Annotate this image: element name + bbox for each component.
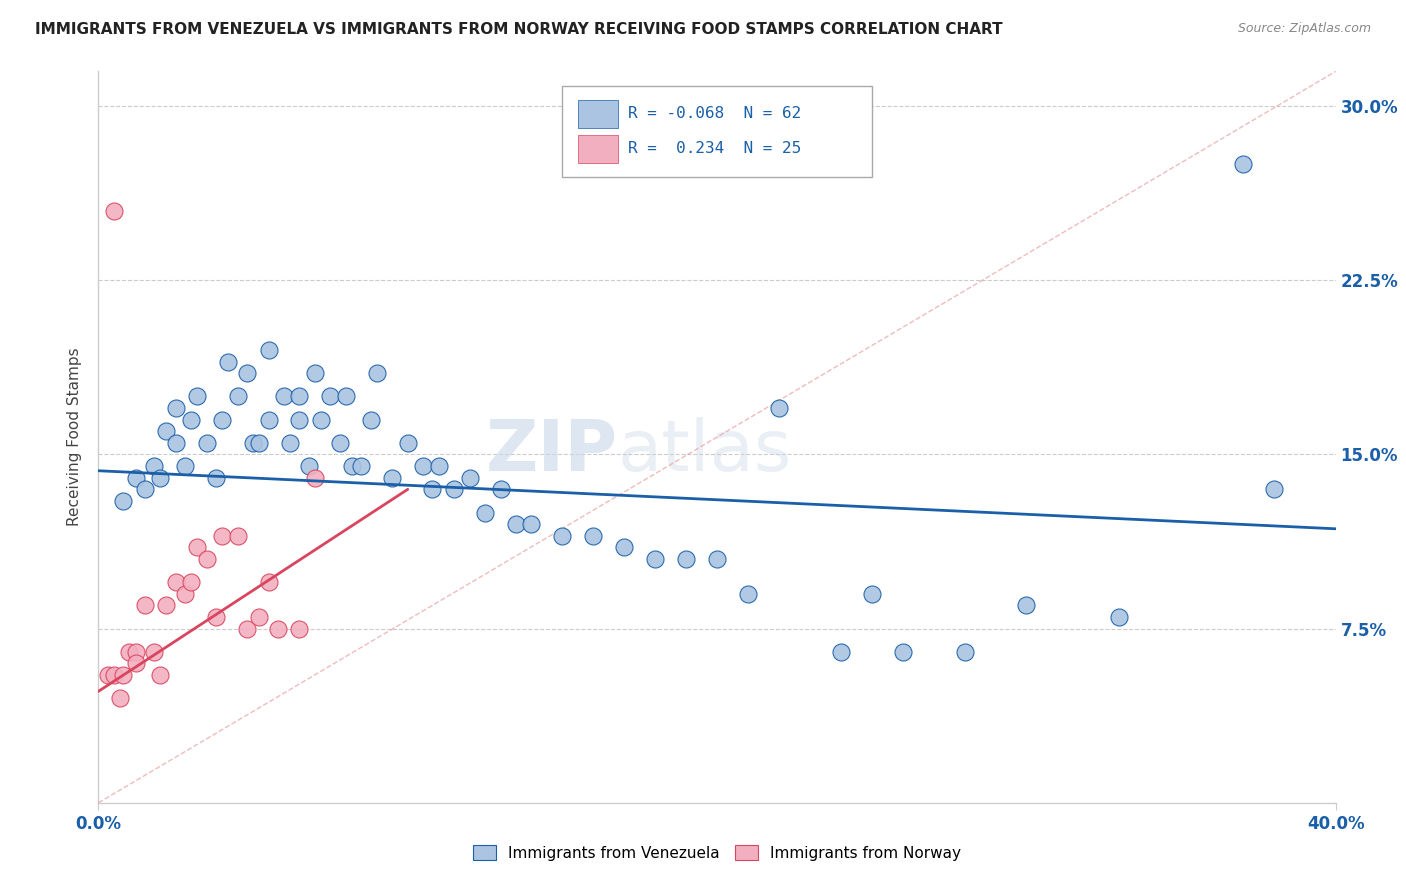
Point	[236, 622, 259, 636]
Point	[427, 459, 450, 474]
Text: Source: ZipAtlas.com: Source: ZipAtlas.com	[1237, 22, 1371, 36]
Point	[242, 436, 264, 450]
Point	[257, 575, 280, 590]
Text: ZIP: ZIP	[486, 417, 619, 486]
Point	[1108, 610, 1130, 624]
Point	[134, 599, 156, 613]
Point	[205, 471, 228, 485]
Point	[247, 436, 270, 450]
Point	[422, 483, 444, 497]
Point	[582, 529, 605, 543]
Point	[350, 459, 373, 474]
Point	[458, 471, 481, 485]
Point	[335, 389, 357, 403]
Point	[118, 645, 141, 659]
Point	[1263, 483, 1285, 497]
Point	[304, 471, 326, 485]
Point	[217, 354, 239, 368]
Point	[288, 412, 311, 426]
Point	[180, 412, 202, 426]
Point	[226, 529, 249, 543]
Legend: Immigrants from Venezuela, Immigrants from Norway: Immigrants from Venezuela, Immigrants fr…	[465, 837, 969, 868]
Point	[1232, 157, 1254, 171]
Point	[103, 203, 125, 218]
Point	[309, 412, 332, 426]
Point	[103, 668, 125, 682]
Point	[340, 459, 363, 474]
Point	[366, 366, 388, 380]
Point	[257, 343, 280, 357]
Point	[149, 668, 172, 682]
Y-axis label: Receiving Food Stamps: Receiving Food Stamps	[67, 348, 83, 526]
Point	[768, 401, 790, 415]
Point	[186, 389, 208, 403]
Point	[860, 587, 883, 601]
Point	[165, 575, 187, 590]
FancyBboxPatch shape	[562, 86, 872, 178]
Point	[180, 575, 202, 590]
Point	[165, 401, 187, 415]
Point	[165, 436, 187, 450]
Point	[174, 587, 197, 601]
Text: R =  0.234  N = 25: R = 0.234 N = 25	[628, 142, 801, 156]
Point	[97, 668, 120, 682]
Point	[124, 645, 146, 659]
Point	[124, 471, 146, 485]
Point	[226, 389, 249, 403]
Point	[381, 471, 404, 485]
Point	[134, 483, 156, 497]
Point	[396, 436, 419, 450]
Point	[257, 412, 280, 426]
Point	[124, 657, 146, 671]
Point	[205, 610, 228, 624]
Point	[551, 529, 574, 543]
Point	[329, 436, 352, 450]
FancyBboxPatch shape	[578, 135, 619, 163]
Point	[155, 599, 177, 613]
Point	[474, 506, 496, 520]
Text: R = -0.068  N = 62: R = -0.068 N = 62	[628, 106, 801, 121]
Point	[891, 645, 914, 659]
Point	[278, 436, 301, 450]
Point	[211, 529, 233, 543]
Point	[112, 668, 135, 682]
Point	[953, 645, 976, 659]
Text: atlas: atlas	[619, 417, 793, 486]
Point	[112, 494, 135, 508]
Point	[195, 436, 218, 450]
Point	[319, 389, 342, 403]
Point	[412, 459, 434, 474]
Point	[304, 366, 326, 380]
Point	[149, 471, 172, 485]
Point	[1015, 599, 1038, 613]
Point	[675, 552, 697, 566]
Point	[267, 622, 290, 636]
Point	[298, 459, 321, 474]
Point	[505, 517, 527, 532]
FancyBboxPatch shape	[578, 100, 619, 128]
Point	[174, 459, 197, 474]
Point	[737, 587, 759, 601]
Point	[288, 389, 311, 403]
Point	[489, 483, 512, 497]
Point	[288, 622, 311, 636]
Text: IMMIGRANTS FROM VENEZUELA VS IMMIGRANTS FROM NORWAY RECEIVING FOOD STAMPS CORREL: IMMIGRANTS FROM VENEZUELA VS IMMIGRANTS …	[35, 22, 1002, 37]
Point	[108, 691, 131, 706]
Point	[706, 552, 728, 566]
Point	[211, 412, 233, 426]
Point	[520, 517, 543, 532]
Point	[360, 412, 382, 426]
Point	[143, 459, 166, 474]
Point	[644, 552, 666, 566]
Point	[830, 645, 852, 659]
Point	[247, 610, 270, 624]
Point	[443, 483, 465, 497]
Point	[155, 424, 177, 438]
Point	[186, 541, 208, 555]
Point	[273, 389, 295, 403]
Point	[143, 645, 166, 659]
Point	[236, 366, 259, 380]
Point	[195, 552, 218, 566]
Point	[613, 541, 636, 555]
